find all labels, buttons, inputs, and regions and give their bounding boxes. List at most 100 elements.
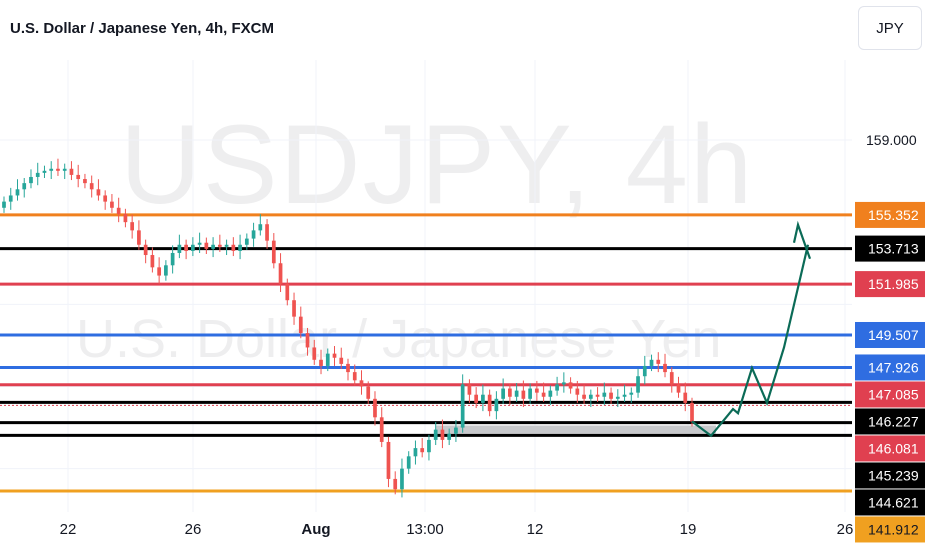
projection-arrow-head (792, 220, 812, 260)
candle-body (514, 390, 519, 397)
price-badge (855, 381, 925, 408)
candle-body (487, 394, 492, 412)
candle-body (359, 380, 364, 387)
candle-body (56, 168, 60, 171)
candle-body (157, 267, 161, 276)
price-badge-label: 149.507 (868, 327, 919, 343)
candle-body (454, 427, 458, 434)
time-axis-tick-label: 26 (185, 521, 202, 538)
candle-body (528, 388, 532, 399)
candle-body (35, 172, 40, 177)
candle-body (555, 384, 559, 391)
candle-body (49, 168, 54, 171)
watermark-description: U.S. Dollar / Japanese Yen (76, 309, 722, 369)
price-axis-tick-label: 159.000 (866, 132, 917, 148)
price-badge-label: 155.352 (868, 207, 919, 223)
candle-body (656, 359, 661, 364)
candle-body (521, 390, 526, 399)
price-badge-label: 145.239 (868, 467, 919, 483)
candle-body (325, 353, 330, 366)
price-badge (855, 435, 925, 462)
candle-body (582, 394, 586, 399)
candle-body (164, 265, 168, 276)
candle-body (386, 441, 391, 479)
candle-body (197, 242, 202, 245)
time-axis-tick-label: 13:00 (406, 521, 444, 538)
price-badge-label: 146.227 (868, 413, 919, 429)
candle-body (244, 238, 249, 245)
candle-body (548, 390, 553, 397)
candle-body (400, 468, 404, 490)
candle-body (676, 384, 681, 393)
candle-body (420, 448, 425, 453)
candle-body (184, 244, 188, 251)
candle-body (352, 372, 357, 381)
price-badge (855, 408, 925, 435)
price-badge-label: 141.912 (868, 521, 919, 537)
candle-body (629, 392, 634, 395)
candle-body (137, 230, 141, 245)
watermark-symbol: USDJPY, 4h (120, 102, 755, 227)
candle-body (427, 439, 431, 453)
candle-body (602, 392, 607, 397)
time-axis-tick-label: 26 (837, 521, 854, 538)
candle-body (346, 363, 350, 373)
candle-body (319, 359, 323, 366)
candle-body (116, 207, 121, 214)
candle-body (366, 386, 371, 399)
candle-body (561, 382, 566, 385)
candle-body (568, 382, 573, 389)
candle-body (83, 179, 87, 184)
candle-body (535, 388, 539, 393)
candle-body (440, 429, 445, 440)
candle-body (615, 396, 620, 399)
candle-body (292, 300, 296, 317)
candle-body (393, 478, 398, 490)
candle-body (663, 363, 667, 373)
candle-body (332, 353, 337, 358)
price-badge-label: 153.713 (868, 241, 919, 257)
candle-body (29, 176, 33, 184)
candle-body (231, 244, 236, 251)
candle-body (2, 201, 6, 208)
candle-body (177, 244, 182, 253)
candle-body (609, 392, 613, 399)
projection-path (691, 244, 810, 438)
candle-body (298, 316, 303, 334)
candle-body (433, 429, 438, 440)
candle-body (501, 388, 505, 399)
candle-body (460, 384, 465, 428)
support-zone (436, 425, 716, 434)
candle-body (649, 359, 654, 366)
time-axis-tick-label: 12 (527, 521, 544, 538)
candle-body (8, 195, 13, 202)
candle-body (312, 347, 317, 360)
candle-body (143, 244, 148, 256)
candle-body (595, 394, 600, 397)
candle-body (467, 384, 472, 395)
candle-body (379, 417, 384, 442)
currency-button[interactable]: JPY (858, 6, 922, 50)
price-badge-label: 151.985 (868, 276, 919, 292)
candle-body (481, 394, 485, 403)
chart-title: U.S. Dollar / Japanese Yen, 4h, FXCM (10, 20, 274, 37)
candle-body (265, 224, 269, 241)
candle-body (42, 170, 47, 173)
candle-body (96, 189, 101, 196)
time-axis-tick-label: 22 (60, 521, 77, 538)
price-badge (855, 489, 925, 516)
price-badge (855, 201, 925, 228)
candle-body (406, 456, 411, 469)
candle-body (224, 244, 229, 247)
candle-body (642, 365, 647, 377)
candle-body (588, 394, 593, 399)
candle-body (22, 183, 27, 190)
candle-body (62, 168, 67, 171)
time-axis-tick-label: 19 (680, 521, 697, 538)
price-badge (855, 354, 925, 381)
candle-body (636, 376, 640, 393)
candle-body (150, 255, 155, 268)
candle-body (373, 398, 377, 418)
